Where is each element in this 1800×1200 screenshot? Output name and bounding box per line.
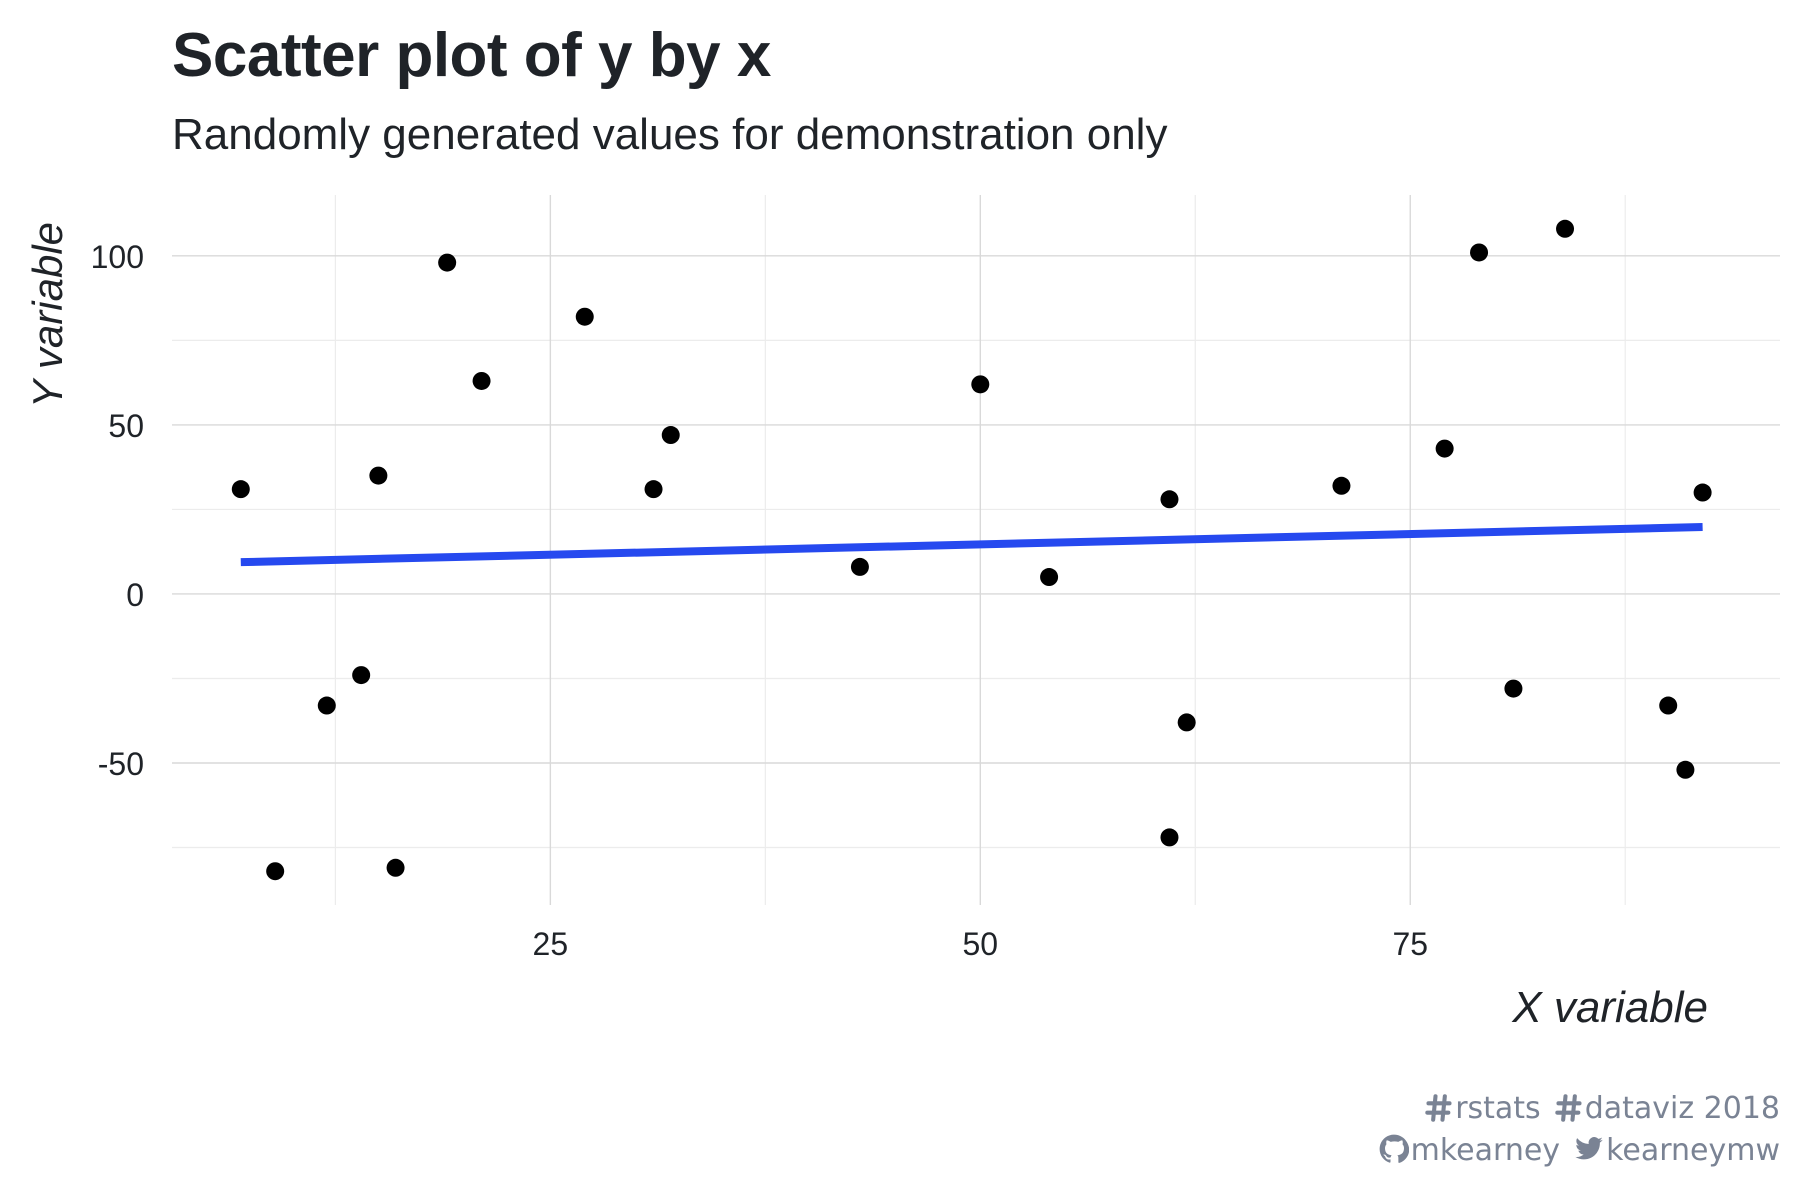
data-point	[369, 466, 388, 485]
data-point	[1332, 476, 1351, 495]
data-point	[472, 371, 491, 390]
data-point	[1160, 828, 1179, 847]
github-icon	[1379, 1134, 1409, 1174]
data-point	[644, 480, 663, 499]
x-axis-label: X variable	[1511, 983, 1708, 1032]
data-point	[1040, 568, 1059, 587]
caption-github-handle: mkearney	[1410, 1133, 1561, 1168]
y-tick-labels: -50 0 50 100	[91, 239, 144, 782]
data-point	[231, 480, 250, 499]
data-point	[438, 253, 457, 272]
data-point	[266, 862, 285, 881]
data-point	[1676, 760, 1695, 779]
caption-dataviz: dataviz 2018	[1584, 1091, 1780, 1126]
data-point	[1504, 679, 1523, 698]
data-point	[575, 307, 594, 326]
caption-twitter-handle: kearneymw	[1606, 1133, 1780, 1168]
caption-line-handles: mkearney kearneymw	[1379, 1132, 1780, 1174]
x-tick-label: 50	[963, 926, 999, 962]
gridlines	[172, 195, 1780, 905]
data-point	[850, 557, 869, 576]
y-axis-label: Y variable	[24, 222, 71, 408]
data-point	[1659, 696, 1678, 715]
data-point	[1556, 219, 1575, 238]
y-tick-label: 0	[126, 577, 144, 613]
trend-line	[240, 523, 1703, 567]
y-tick-label: 50	[108, 408, 144, 444]
y-tick-label: -50	[98, 746, 144, 782]
hashtag-icon	[1425, 1094, 1453, 1132]
data-points	[231, 219, 1712, 881]
chart-title: Scatter plot of y by x	[172, 21, 771, 90]
twitter-icon	[1574, 1134, 1604, 1174]
y-tick-label: 100	[91, 239, 144, 275]
data-point	[661, 426, 680, 445]
chart-subtitle: Randomly generated values for demonstrat…	[172, 110, 1168, 159]
caption-line-hashtags: rstats dataviz 2018	[1379, 1090, 1780, 1132]
data-point	[1693, 483, 1712, 502]
caption: rstats dataviz 2018 mkearney kearneymw	[1379, 1090, 1780, 1174]
data-point	[1160, 490, 1179, 509]
data-point	[1177, 713, 1196, 732]
data-point	[386, 858, 405, 877]
trend-line-segment	[240, 523, 1703, 567]
data-point	[352, 666, 371, 685]
data-point	[971, 375, 990, 394]
x-tick-labels: 25 50 75	[533, 926, 1428, 962]
x-tick-label: 25	[533, 926, 569, 962]
data-point	[1470, 243, 1489, 262]
data-point	[1435, 439, 1454, 458]
x-tick-label: 75	[1392, 926, 1428, 962]
data-point	[317, 696, 336, 715]
hashtag-icon	[1554, 1094, 1583, 1132]
caption-rstats: rstats	[1455, 1091, 1541, 1126]
